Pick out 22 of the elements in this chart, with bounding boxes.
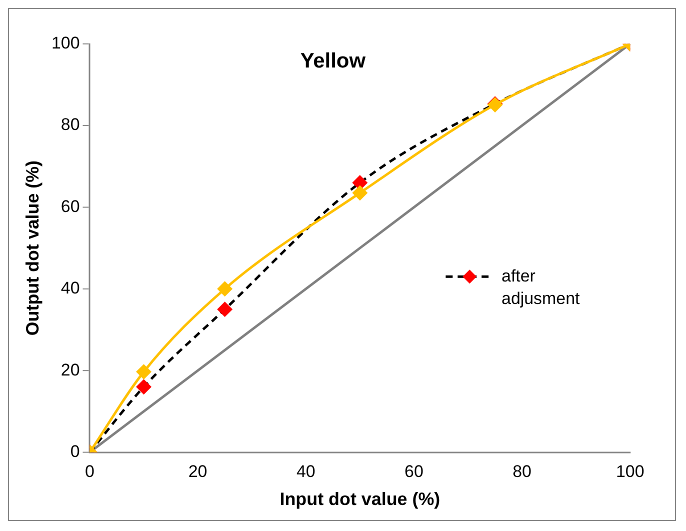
x-tick-label: 100 [616,462,644,482]
point [136,364,151,380]
point [136,380,151,394]
x-tick-label: 0 [85,462,94,482]
point [218,282,232,296]
y-tick-label: 40 [60,278,80,298]
chart-title: Yellow [300,50,366,73]
x-axis-title: Input dot value (%) [280,489,440,510]
x-tick-label: 80 [512,462,532,482]
legend-label: after adjusment [502,266,580,308]
x-tick-label: 20 [188,462,208,482]
x-tick-label: 40 [296,462,316,482]
y-tick-label: 60 [60,196,80,216]
y-tick-label: 0 [70,442,80,461]
point [218,302,232,317]
point [352,176,368,190]
y-tick-label: 20 [60,360,80,380]
y-axis-title: Output dot value (%) [22,160,43,336]
y-tick-label: 80 [60,115,80,134]
point [352,186,368,200]
y-tick-label: 100 [51,34,80,53]
x-tick-label: 60 [404,462,424,482]
